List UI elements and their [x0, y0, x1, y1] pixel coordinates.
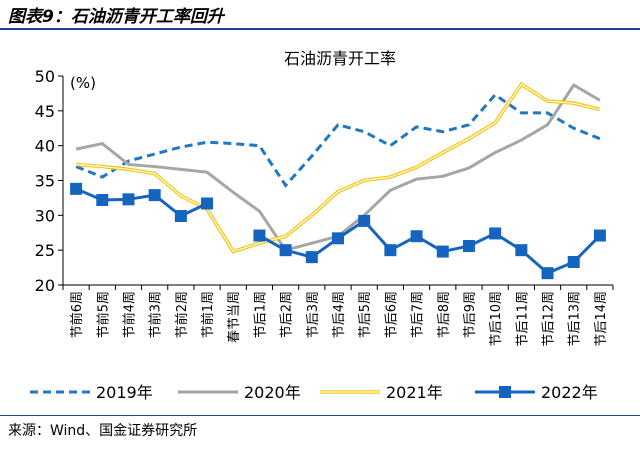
- series-2022年-point: [174, 210, 187, 223]
- series-2022年-point: [593, 229, 606, 242]
- legend-label: 2019年: [96, 383, 153, 402]
- source-note: 来源：Wind、国金证券研究所: [8, 423, 198, 439]
- series-2022年-point: [358, 214, 371, 227]
- x-tick-label: 节前3周: [148, 291, 164, 338]
- y-tick-label: 45: [35, 102, 55, 121]
- series-2022年-point: [122, 193, 135, 206]
- x-tick-label: 春节当周: [227, 291, 242, 343]
- x-tick-label: 节后13周: [568, 291, 583, 347]
- series-2022年-point: [410, 230, 423, 243]
- series-2022年-line: [75, 187, 601, 275]
- y-axis-label: (%): [70, 74, 96, 92]
- x-tick-label: 节前1周: [200, 291, 216, 338]
- y-tick-label: 25: [35, 241, 55, 260]
- y-tick-label: 35: [35, 172, 55, 191]
- x-tick-label: 节后2周: [280, 291, 295, 338]
- x-tick-label: 节后6周: [384, 291, 399, 338]
- series-2022年-point: [305, 251, 318, 264]
- y-tick-label: 20: [35, 276, 55, 295]
- y-tick-label: 50: [35, 67, 55, 86]
- x-tick-label: 节前4周: [121, 291, 137, 338]
- y-tick-label: 30: [35, 206, 55, 225]
- series-2022年-point: [332, 232, 344, 245]
- series-2022年-point: [462, 239, 475, 252]
- series-2022年-point: [70, 182, 83, 195]
- series-2022年-point: [489, 227, 502, 240]
- series-2022年-point: [148, 189, 161, 202]
- series-2021年-line-inner: [76, 83, 601, 253]
- series-2022年-point: [567, 256, 580, 269]
- legend-label: 2020年: [244, 383, 301, 402]
- x-tick-label: 节后7周: [411, 291, 426, 338]
- line-chart: 石油沥青开工率 (%) 20 25 30 35 40 45 50 节前6周 节前5周 节前4周 节前3周…: [30, 49, 614, 402]
- series-2022年-point: [253, 229, 266, 242]
- legend-label: 2021年: [386, 383, 443, 402]
- legend-label: 2022年: [541, 383, 598, 402]
- y-tick-label: 40: [35, 137, 55, 156]
- x-tick-label: 节后11周: [515, 291, 530, 347]
- series-2022年-point: [541, 267, 554, 280]
- x-tick-label: 节前6周: [69, 291, 85, 338]
- x-tick-label: 节后4周: [332, 291, 347, 338]
- x-tick-label: 节后3周: [306, 291, 321, 338]
- series-2022年-point: [515, 244, 528, 257]
- x-tick-label: 节后9周: [463, 291, 478, 338]
- series-2022年-point: [436, 245, 449, 258]
- chart-title: 石油沥青开工率: [284, 49, 396, 68]
- x-tick-label: 节后8周: [437, 291, 452, 338]
- series-2022年-point: [201, 197, 214, 210]
- legend-marker: [499, 386, 511, 398]
- figure-title: 图表9：石油沥青开工率回升: [8, 7, 224, 27]
- series-2022年-point: [279, 244, 292, 257]
- x-tick-label: 节后5周: [358, 291, 373, 338]
- x-tick-label: 节前5周: [95, 291, 111, 338]
- series-2020年-line: [75, 83, 601, 252]
- x-tick-label: 节前2周: [174, 291, 190, 338]
- series-2019年-line: [75, 92, 601, 188]
- source-divider: [0, 415, 640, 416]
- series-2022年-point: [96, 194, 109, 207]
- title-divider: [0, 28, 640, 30]
- series-2022年-point: [384, 244, 397, 257]
- x-tick-label: 节后12周: [542, 291, 557, 347]
- x-tick-label: 节后10周: [489, 291, 504, 347]
- x-tick-label: 节后14周: [594, 291, 609, 347]
- x-tick-label: 节后1周: [253, 291, 268, 338]
